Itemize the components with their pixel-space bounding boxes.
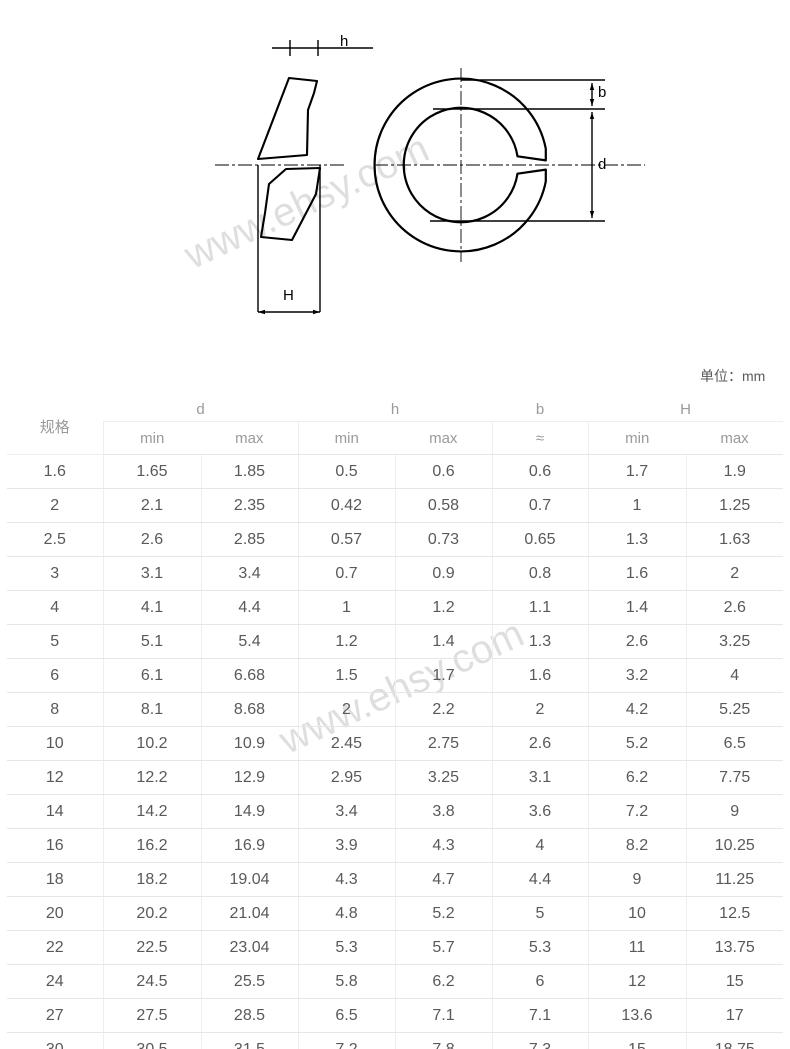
svg-text:H: H bbox=[283, 287, 294, 304]
svg-text:d: d bbox=[598, 156, 606, 173]
svg-text:h: h bbox=[340, 33, 348, 50]
svg-text:b: b bbox=[598, 84, 606, 101]
